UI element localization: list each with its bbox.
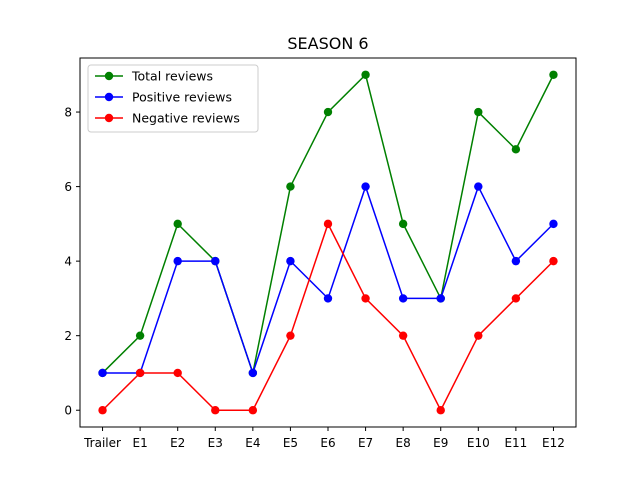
data-point-1-7 <box>361 182 370 191</box>
data-point-2-2 <box>173 368 182 378</box>
x-tick-label: E5 <box>283 436 298 450</box>
x-tick-label: E3 <box>208 436 223 450</box>
data-point-0-7 <box>361 70 370 79</box>
data-point-2-10 <box>474 331 483 340</box>
data-point-2-4 <box>248 406 258 415</box>
plot-area <box>98 70 558 415</box>
data-point-2-6 <box>323 219 333 229</box>
legend-box <box>87 64 259 133</box>
x-tick-label: E4 <box>245 436 260 450</box>
data-point-1-8 <box>398 294 408 303</box>
series-line-1 <box>102 184 554 376</box>
data-point-1-9 <box>436 294 445 303</box>
data-point-2-7 <box>361 294 370 303</box>
data-point-2-9 <box>436 406 445 415</box>
data-point-2-8 <box>398 331 408 340</box>
data-point-1-0 <box>98 368 107 378</box>
data-point-2-3 <box>211 406 220 415</box>
data-point-2-0 <box>98 406 107 415</box>
x-tick-label: Trailer <box>83 436 121 450</box>
x-tick-label: E7 <box>358 436 373 450</box>
data-point-1-4 <box>248 368 258 378</box>
x-tick-label: E8 <box>396 436 411 450</box>
data-point-2-5 <box>286 331 295 340</box>
data-point-1-10 <box>474 182 483 191</box>
data-point-1-3 <box>211 256 220 266</box>
y-tick-label: 4 <box>64 255 72 269</box>
data-point-0-1 <box>135 331 145 340</box>
data-point-0-10 <box>474 107 483 117</box>
data-point-2-1 <box>135 368 145 378</box>
legend-label: Negative reviews <box>132 111 240 126</box>
data-point-0-11 <box>511 145 521 154</box>
legend-marker <box>104 92 114 102</box>
chart-title: SEASON 6 <box>287 34 368 53</box>
data-point-2-12 <box>549 256 558 266</box>
data-point-1-5 <box>286 256 295 266</box>
legend-marker <box>104 113 114 123</box>
x-tick-label: E1 <box>133 436 148 450</box>
data-point-0-6 <box>323 107 333 117</box>
data-point-0-2 <box>173 219 182 229</box>
data-point-2-11 <box>511 294 521 303</box>
data-point-0-8 <box>398 219 408 229</box>
data-point-1-2 <box>173 256 182 266</box>
legend: Total reviews Positive reviews Negative re… <box>87 64 259 133</box>
data-point-1-12 <box>549 219 558 229</box>
x-tick-label: E12 <box>542 436 565 450</box>
legend-marker <box>104 71 114 81</box>
data-point-0-5 <box>286 182 295 191</box>
legend-label: Positive reviews <box>132 90 232 105</box>
data-point-1-11 <box>511 256 521 266</box>
x-tick-label: E6 <box>320 436 335 450</box>
x-tick-label: E11 <box>504 436 527 450</box>
data-point-1-6 <box>323 294 333 303</box>
x-tick-label: E2 <box>170 436 185 450</box>
y-tick-label: 0 <box>64 404 72 418</box>
x-tick-label: E10 <box>467 436 490 450</box>
y-tick-label: 8 <box>64 106 72 120</box>
series-line-2 <box>102 221 554 412</box>
legend-label: Total reviews <box>131 69 213 84</box>
data-point-0-12 <box>549 70 558 79</box>
y-tick-label: 2 <box>64 329 72 343</box>
axes: Trailer E1 E2 E3 E4 E5 E6 E7 E8 E9 E10 E11 E12 0 2 4 6 8 <box>64 57 577 450</box>
y-tick-label: 6 <box>64 180 72 194</box>
x-tick-label: E9 <box>433 436 448 450</box>
